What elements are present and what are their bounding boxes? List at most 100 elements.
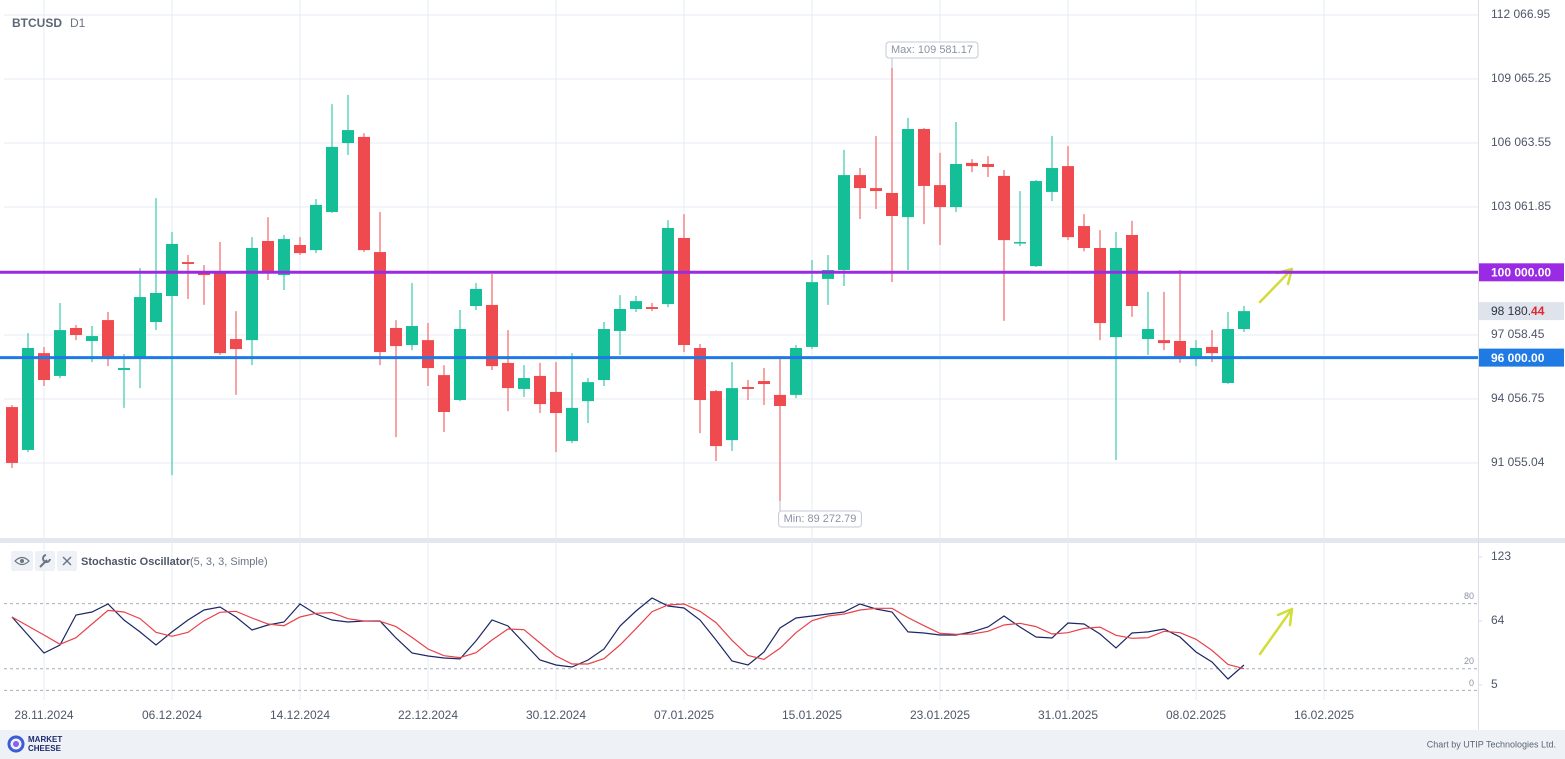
annotation-label: Max: 109 581.17 <box>891 44 973 56</box>
candle-body <box>886 192 898 217</box>
candle-body <box>342 130 354 144</box>
candle-body <box>102 320 114 357</box>
candle-body <box>6 407 18 463</box>
last-price-main: 98 180. <box>1491 304 1531 318</box>
panel-separator <box>0 538 1565 543</box>
candle-body <box>694 348 706 401</box>
brand-line: MARKET <box>28 735 62 744</box>
y-tick-label: 64 <box>1491 613 1505 627</box>
y-tick-label: 123 <box>1491 549 1511 563</box>
price-line-label-bg <box>1479 263 1564 282</box>
y-tick-label: 109 065.25 <box>1491 71 1551 85</box>
candle-body <box>86 336 98 341</box>
y-tick-label: 94 056.75 <box>1491 391 1545 405</box>
logo-ring <box>7 735 25 753</box>
candle-body <box>534 375 546 405</box>
candle-body <box>998 175 1010 241</box>
candle-body <box>934 185 946 208</box>
candle-body <box>1014 242 1026 244</box>
x-tick-label: 28.11.2024 <box>14 708 73 722</box>
candle-body <box>262 240 274 273</box>
last-price-tail: 44 <box>1531 304 1545 318</box>
candle-body <box>230 339 242 350</box>
y-tick-label: 112 066.95 <box>1491 7 1550 21</box>
candle-body <box>470 288 482 307</box>
arrow <box>1258 607 1294 656</box>
candle-body <box>806 282 818 347</box>
logo-dot <box>13 741 19 747</box>
candle-body <box>438 375 450 412</box>
timeframe: D1 <box>70 16 86 30</box>
candle-body <box>838 175 850 270</box>
x-tick-label: 08.02.2025 <box>1166 708 1226 722</box>
candle-body <box>550 391 562 414</box>
level-label: 0 <box>1469 678 1474 688</box>
symbol: BTCUSD <box>12 16 62 30</box>
candle-body <box>918 129 930 186</box>
eye-pupil <box>20 559 24 563</box>
oscillator-line <box>11 597 1245 680</box>
last-price-bg <box>1479 302 1564 321</box>
y-tick-label: 91 055.04 <box>1491 455 1545 469</box>
x-tick-label: 22.12.2024 <box>398 708 458 722</box>
candle-body <box>582 382 594 402</box>
annotation-box <box>885 41 979 59</box>
oscillator-line <box>11 603 1245 670</box>
candle-body <box>422 340 434 369</box>
indicator-toolbar <box>11 551 77 571</box>
candle-body <box>518 378 530 389</box>
price-line-label-bg <box>1479 348 1564 367</box>
candle-body <box>742 387 754 389</box>
candle-body <box>326 146 338 212</box>
candle-body <box>118 368 130 370</box>
candle-body <box>902 129 914 218</box>
candle-body <box>70 327 82 336</box>
candle-body <box>1238 311 1250 330</box>
candle-body <box>182 262 194 264</box>
candle-body <box>774 394 786 407</box>
candle-body <box>982 163 994 167</box>
candle-body <box>278 239 290 276</box>
candle-body <box>1142 329 1154 340</box>
candle-body <box>1174 340 1186 357</box>
candle-body <box>1078 226 1090 249</box>
candle-body <box>822 269 834 279</box>
y-tick-label: 5 <box>1491 677 1498 691</box>
price-line-label: 100 000.00 <box>1491 265 1551 279</box>
credit: Chart by UTIP Technologies Ltd. <box>1427 739 1556 749</box>
candle-body <box>358 136 370 251</box>
candle-body <box>1094 248 1106 324</box>
y-tick-label: 97 058.45 <box>1491 327 1545 341</box>
candle-body <box>1110 248 1122 338</box>
candle-body <box>198 272 210 276</box>
x-tick-label: 23.01.2025 <box>910 708 970 722</box>
candle-body <box>726 388 738 441</box>
x-tick-label: 30.12.2024 <box>526 708 586 722</box>
x-tick-label: 31.01.2025 <box>1038 708 1098 722</box>
candle-body <box>1190 348 1202 359</box>
candle-body <box>454 329 466 401</box>
price-line-label: 96 000.00 <box>1491 351 1545 365</box>
brand-line: CHEESE <box>28 744 62 753</box>
candle-body <box>150 292 162 322</box>
candle-body <box>374 252 386 353</box>
candle-body <box>630 301 642 309</box>
candle-body <box>54 330 66 376</box>
candle-body <box>310 204 322 251</box>
candle-body <box>246 248 258 341</box>
level-label: 80 <box>1464 591 1474 601</box>
candle-body <box>662 227 674 305</box>
x-tick-label: 06.12.2024 <box>142 708 202 722</box>
x-tick-label: 15.01.2025 <box>782 708 842 722</box>
candle-body <box>870 188 882 192</box>
candle-body <box>38 353 50 380</box>
candle-body <box>854 175 866 189</box>
candle-body <box>166 243 178 296</box>
candle-body <box>758 381 770 385</box>
candle-body <box>710 391 722 447</box>
brand-logo: MARKET CHEESE <box>7 735 62 753</box>
x-tick-label: 14.12.2024 <box>270 708 330 722</box>
last-price-label: 98 180.44 <box>1491 304 1545 318</box>
